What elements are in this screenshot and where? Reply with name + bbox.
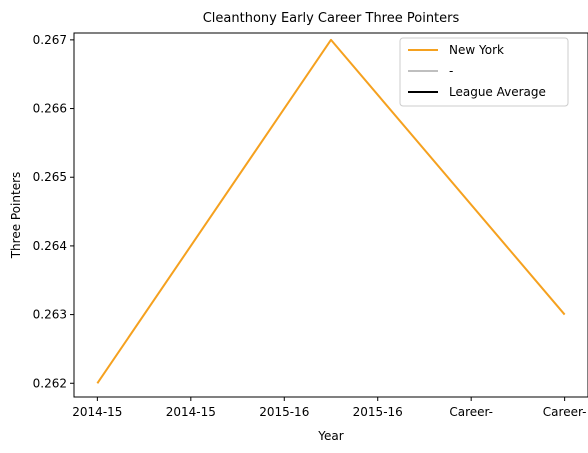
- x-axis-label: Year: [317, 429, 343, 443]
- series-layer: [96, 38, 566, 384]
- plot-frame: [73, 32, 588, 398]
- legend-box: [399, 37, 569, 107]
- series-line-new-york: [96, 38, 566, 384]
- legend: New York - League Average: [399, 37, 569, 107]
- y-tick-label: 0.262: [33, 376, 67, 390]
- legend-label: -: [449, 64, 453, 78]
- chart-title: Cleanthony Early Career Three Pointers: [203, 11, 460, 26]
- x-tick-label: 2014-15: [72, 405, 122, 419]
- x-tick-label: 2014-15: [166, 405, 216, 419]
- y-tick-label: 0.267: [33, 33, 67, 47]
- x-tick-label: Career-: [543, 405, 587, 419]
- legend-label: New York: [449, 43, 504, 57]
- x-axis-ticks: 2014-15 2014-15 2015-16 2015-16 Career- Caree…: [72, 397, 586, 419]
- x-tick-label: Career-: [449, 405, 493, 419]
- x-tick-label: 2015-16: [259, 405, 309, 419]
- x-tick-label: 2015-16: [353, 405, 403, 419]
- y-axis-label: Three Pointers: [9, 172, 23, 260]
- y-tick-label: 0.265: [33, 170, 67, 184]
- y-axis-ticks: 0.262 0.263 0.264 0.265 0.266 0.267: [33, 33, 74, 390]
- y-tick-label: 0.263: [33, 308, 67, 322]
- legend-label: League Average: [449, 85, 546, 99]
- y-tick-label: 0.266: [33, 102, 67, 116]
- y-tick-label: 0.264: [33, 239, 67, 253]
